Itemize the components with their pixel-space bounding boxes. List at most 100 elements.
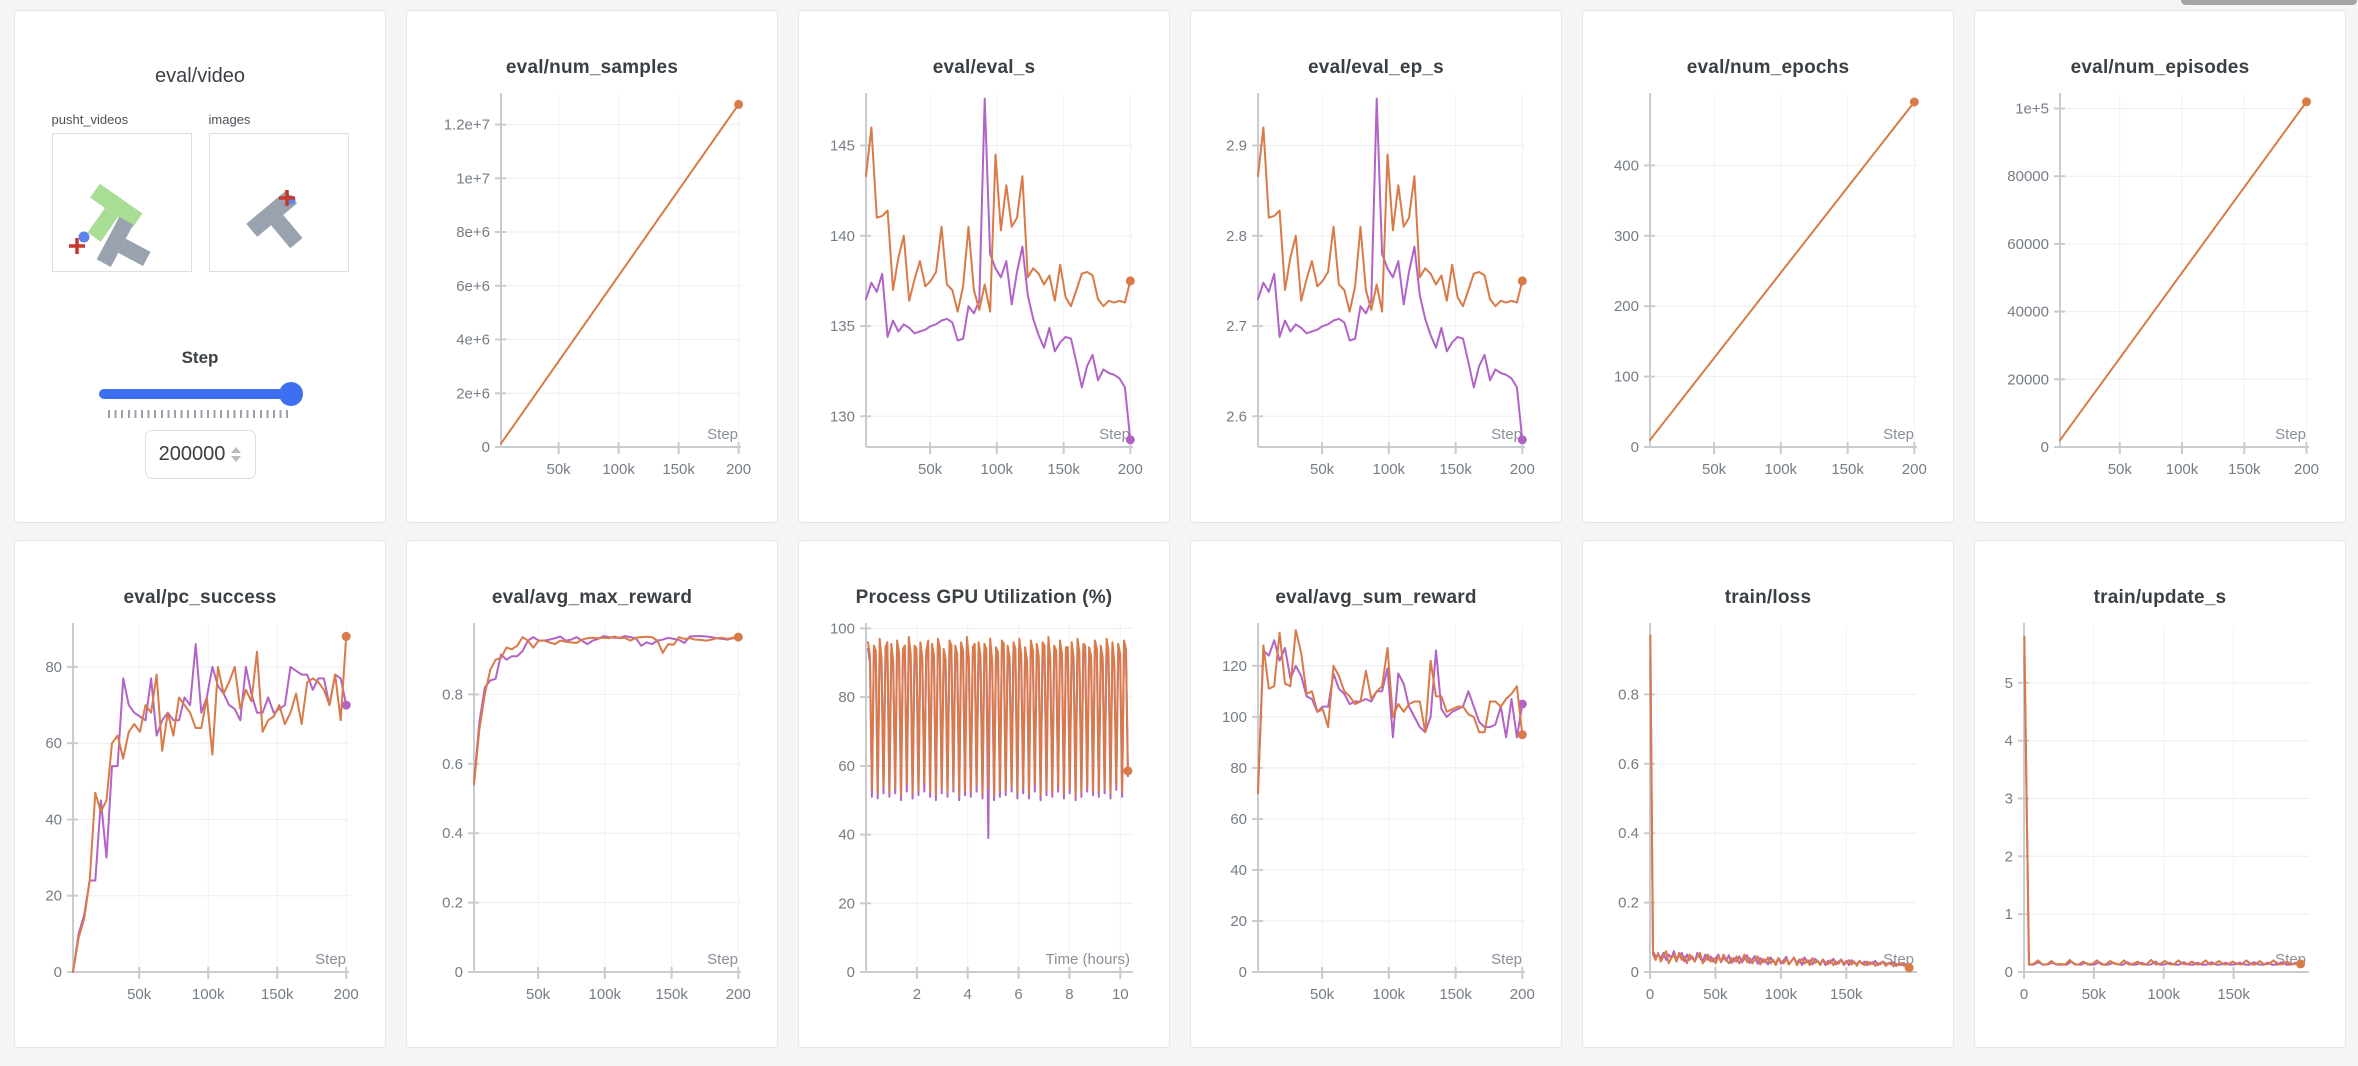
series-run-purple [1257,97,1524,441]
horizontal-scrollbar-thumb[interactable] [2181,0,2357,5]
series-run-orange [1649,101,1916,441]
chart-canvas[interactable]: 0 0.2 0.4 0.6 0.8 50k 100k 150k 200 Step [407,541,777,1047]
chart-canvas[interactable]: 0 20 40 60 80 100 120 50k 100k 150k 200 Step [1191,541,1561,1047]
series-end-dot-run-orange[interactable] [1123,766,1133,776]
y-tick-label: 120 [1222,658,1247,675]
step-increment-icon[interactable] [231,447,242,453]
chart-panel-eval-num-episodes[interactable]: eval/num_episodes 0 20000 40000 60000 80000 1… [1974,10,2346,523]
chart-title: Process GPU Utilization (%) [855,587,1113,608]
series-end-dot-run-orange[interactable] [1904,963,1914,973]
x-axis-label: Step [2275,426,2306,443]
pusht-scene-icon [245,190,303,249]
y-tick-label: 100 [1614,369,1639,386]
series-end-dot-run-orange[interactable] [1125,276,1135,286]
x-tick-label: 100k [2166,461,2199,478]
y-tick-label: 1e+7 [456,170,490,187]
series-end-dot-run-purple[interactable] [1125,435,1135,445]
chart-panel-eval-avg-max-reward[interactable]: eval/avg_max_reward 0 0.2 0.4 0.6 0.8 50k 100k… [406,540,778,1048]
chart-canvas[interactable]: 0 20000 40000 60000 80000 1e+5 50k 100k 150k 200 S… [1975,11,2345,522]
series-run-orange [2059,100,2308,442]
series-end-dot-run-orange[interactable] [341,631,351,641]
chart-panel-eval-pc-success[interactable]: eval/pc_success 0 20 40 60 80 50k 100k 150k 200 S… [14,540,386,1048]
chart-title: train/loss [1724,587,1812,608]
step-stepper[interactable] [231,447,242,462]
series-end-dot-run-orange[interactable] [1517,276,1527,286]
chart-plot-area[interactable]: 0 0.2 0.4 0.6 0.8 0 50k 100k 150k Step [1583,541,1953,1047]
chart-plot-area[interactable]: 0 20 40 60 80 100 2 4 6 8 10 Time (hours) [799,541,1169,1047]
y-tick-label: 100 [830,620,855,637]
chart-plot-area[interactable]: 130 135 140 145 50k 100k 150k 200 Step [799,11,1169,522]
chart-panel-process-gpu-utilization[interactable]: Process GPU Utilization (%) 0 20 40 60 80 100… [798,540,1170,1048]
chart-title: eval/num_episodes [2070,57,2250,78]
x-tick-label: 100k [1765,461,1798,478]
chart-panel-eval-num-epochs[interactable]: eval/num_epochs 0 100 200 300 400 50k 100k 150k… [1582,10,1954,523]
chart-canvas[interactable]: 0 100 200 300 400 50k 100k 150k 200 Step [1583,11,1953,522]
chart-plot-area[interactable]: 0 100 200 300 400 50k 100k 150k 200 Step [1583,11,1953,522]
agent-dot [78,231,89,243]
step-number-input[interactable]: 200000 [144,430,256,479]
video-thumbnail-pusht-videos[interactable] [51,133,192,272]
chart-canvas[interactable]: 0 20 40 60 80 100 2 4 6 8 10 Time (hours) [799,541,1169,1047]
series-end-dot-run-orange[interactable] [1909,97,1919,107]
chart-plot-area[interactable]: 0 20 40 60 80 50k 100k 150k 200 Step [15,541,385,1047]
series-run-purple [72,643,348,973]
media-panel-eval-video[interactable]: eval/video pusht_videos images [14,10,386,523]
y-tick-label: 80000 [2007,168,2049,185]
chart-canvas[interactable]: 130 135 140 145 50k 100k 150k 200 Step [799,11,1169,522]
video-thumbnail-images[interactable] [208,133,349,272]
chart-canvas[interactable]: 2.6 2.7 2.8 2.9 50k 100k 150k 200 Step [1191,11,1561,522]
chart-panel-train-update-s[interactable]: train/update_s 0 1 2 3 4 5 0 50k 100k 150k Step [1974,540,2346,1048]
x-axis-label: Step [1491,426,1522,443]
series-end-dot-run-orange[interactable] [733,632,743,642]
y-tick-label: 2.6 [1226,408,1247,425]
y-tick-label: 0 [482,439,490,456]
x-tick-label: 2 [913,986,921,1003]
series-end-dot-run-purple[interactable] [1517,435,1527,445]
y-tick-label: 0 [1631,964,1639,981]
y-tick-label: 100 [1222,709,1247,726]
step-decrement-icon[interactable] [231,456,242,462]
x-tick-label: 200 [334,986,359,1003]
chart-panel-eval-eval-ep-s[interactable]: eval/eval_ep_s 2.6 2.7 2.8 2.9 50k 100k 150k 20… [1190,10,1562,523]
x-tick-label: 8 [1065,986,1073,1003]
chart-plot-area[interactable]: 2.6 2.7 2.8 2.9 50k 100k 150k 200 Step [1191,11,1561,522]
x-tick-label: 150k [1439,461,1472,478]
chart-canvas[interactable]: 0 20 40 60 80 50k 100k 150k 200 Step [15,541,385,1047]
chart-plot-area[interactable]: 0 20 40 60 80 100 120 50k 100k 150k 200 Step [1191,541,1561,1047]
series-end-dot-run-orange[interactable] [2302,97,2311,107]
chart-plot-area[interactable]: 0 2e+6 4e+6 6e+6 8e+6 1e+7 1.2e+7 50k 100k 150k 20… [407,11,777,522]
chart-canvas[interactable]: 0 2e+6 4e+6 6e+6 8e+6 1e+7 1.2e+7 50k 100k 150k 20… [407,11,777,522]
series-end-dot-run-orange[interactable] [734,99,744,109]
y-tick-label: 5 [2005,675,2013,692]
series-end-dot-run-purple[interactable] [341,700,351,710]
series-end-dot-run-orange[interactable] [2296,959,2306,969]
pusht-scene-icon [68,183,151,267]
chart-panel-eval-eval-s[interactable]: eval/eval_s 130 135 140 145 50k 100k 150k 200 St… [798,10,1170,523]
step-slider[interactable] [99,382,303,406]
chart-panel-eval-num-samples[interactable]: eval/num_samples 0 2e+6 4e+6 6e+6 8e+6 1e+7 1.… [406,10,778,523]
step-slider-track[interactable] [99,389,301,399]
x-tick-label: 200 [726,461,751,478]
x-tick-label: 100k [981,461,1014,478]
x-tick-label: 150k [2228,461,2261,478]
x-tick-label: 200 [1118,461,1143,478]
chart-panel-eval-avg-sum-reward[interactable]: eval/avg_sum_reward 0 20 40 60 80 100 120 50k 10… [1190,540,1562,1048]
chart-title: eval/num_epochs [1686,57,1850,78]
x-tick-label: 150k [261,986,294,1003]
chart-plot-area[interactable]: 0 20000 40000 60000 80000 1e+5 50k 100k 150k 200 S… [1975,11,2345,522]
chart-panel-train-loss[interactable]: train/loss 0 0.2 0.4 0.6 0.8 0 50k 100k 150k Step [1582,540,1954,1048]
series-run-orange [1257,126,1524,313]
x-tick-label: 50k [1310,986,1335,1003]
y-tick-label: 1.2e+7 [444,117,490,134]
x-tick-label: 0 [2020,986,2028,1003]
y-tick-label: 60 [838,758,855,775]
chart-plot-area[interactable]: 0 0.2 0.4 0.6 0.8 50k 100k 150k 200 Step [407,541,777,1047]
y-tick-label: 145 [830,138,855,155]
goal-cross-icon [278,190,295,206]
step-slider-thumb[interactable] [279,382,303,406]
chart-plot-area[interactable]: 0 1 2 3 4 5 0 50k 100k 150k Step [1975,541,2345,1047]
series-end-dot-run-orange[interactable] [1517,730,1527,740]
x-tick-label: 100k [602,461,635,478]
